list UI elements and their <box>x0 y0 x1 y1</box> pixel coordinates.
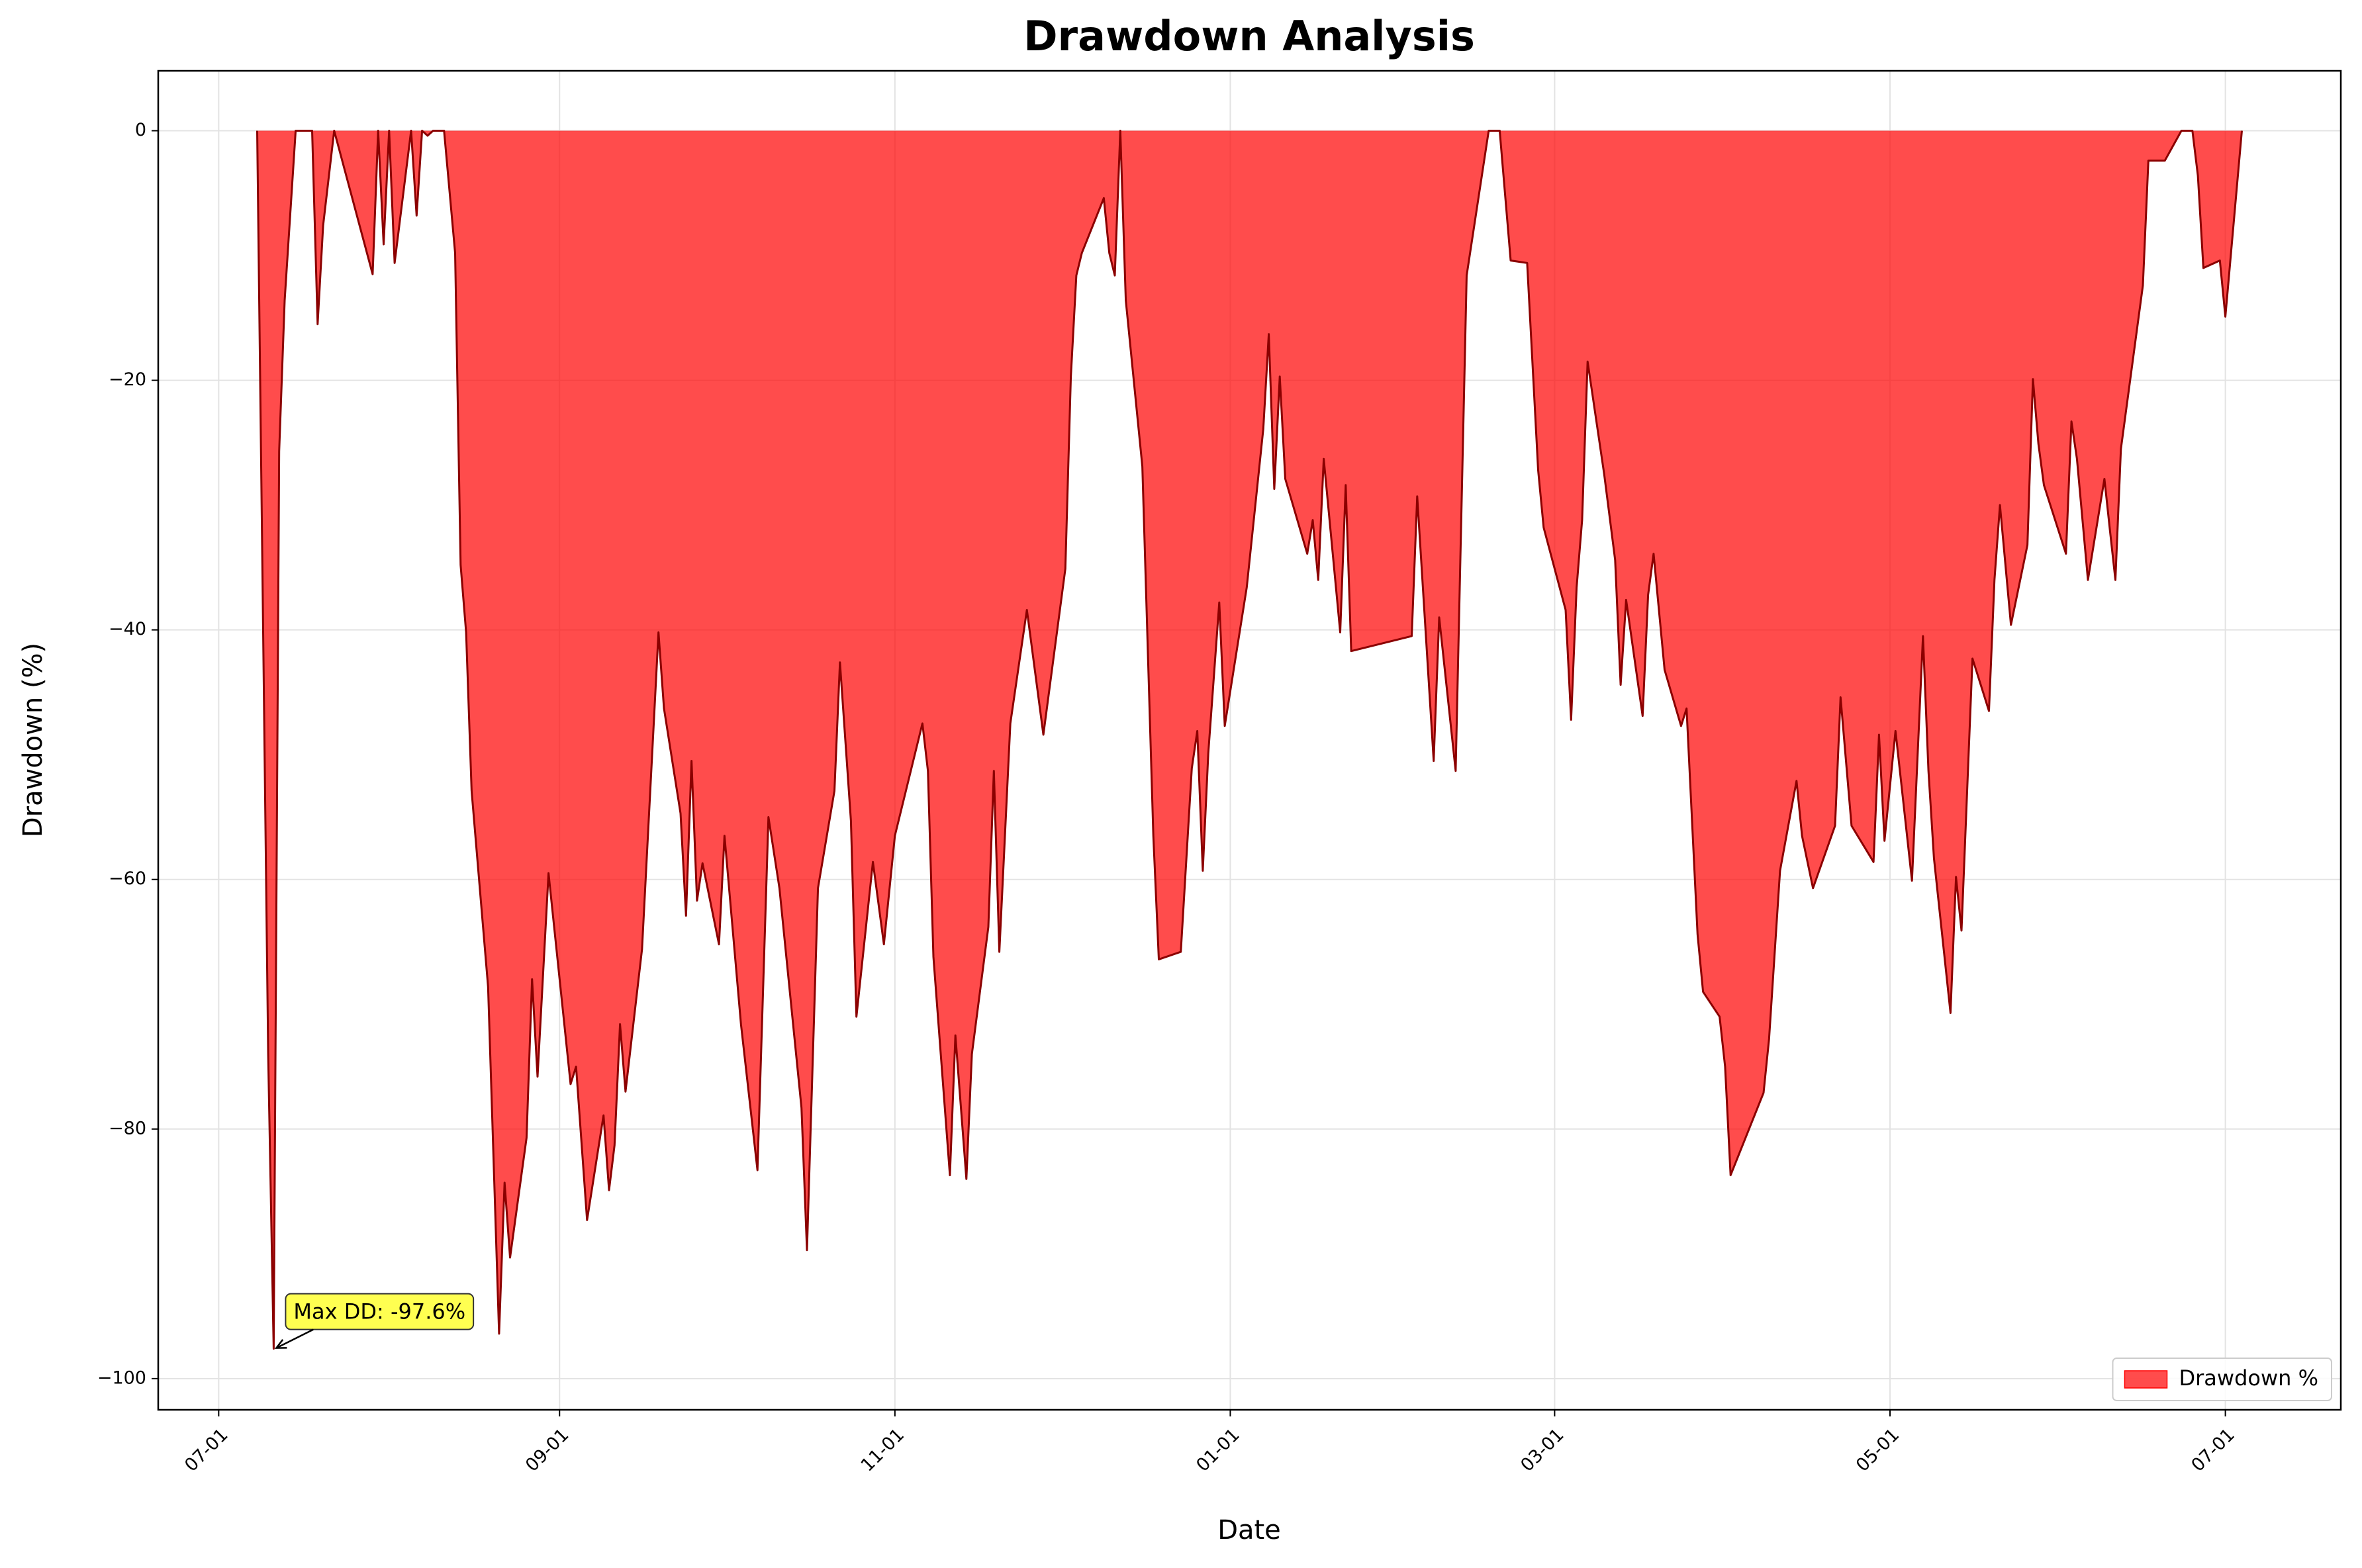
annotation-text: Max DD: -97.6% <box>293 1299 465 1324</box>
line <box>256 130 2243 1350</box>
y-axis-label: Drawdown (%) <box>18 643 48 837</box>
annotation-arrow <box>275 1328 314 1349</box>
annotation-arrowhead <box>274 1339 287 1349</box>
legend-swatch <box>2124 1370 2168 1389</box>
legend-label: Drawdown % <box>2179 1365 2319 1391</box>
x-tick-label: 05-01 <box>1852 1424 1903 1475</box>
chart-title: Drawdown Analysis <box>1023 12 1475 60</box>
x-axis-label: Date <box>1217 1515 1281 1545</box>
x-tick-label: 07-01 <box>181 1424 232 1475</box>
annotation: Max DD: -97.6% <box>274 1293 475 1349</box>
x-tick-label: 01-01 <box>1192 1424 1243 1475</box>
x-tick-label: 09-01 <box>522 1424 573 1475</box>
legend: Drawdown % <box>2112 1358 2332 1401</box>
plot-frame <box>157 69 2342 1411</box>
y-tick-label: −20 <box>109 369 146 390</box>
legend-box <box>2112 1358 2332 1401</box>
x-tick-label: 03-01 <box>1517 1424 1568 1475</box>
y-tick-label: −80 <box>109 1118 146 1138</box>
annotation-box <box>285 1293 475 1330</box>
y-tick-label: −100 <box>97 1367 146 1388</box>
area <box>257 130 2242 1349</box>
y-tick-label: −60 <box>109 868 146 889</box>
x-tick-label: 07-01 <box>2187 1424 2238 1475</box>
y-tick-label: 0 <box>135 120 146 140</box>
x-tick-label: 11-01 <box>857 1424 908 1475</box>
y-tick-label: −40 <box>109 619 146 639</box>
